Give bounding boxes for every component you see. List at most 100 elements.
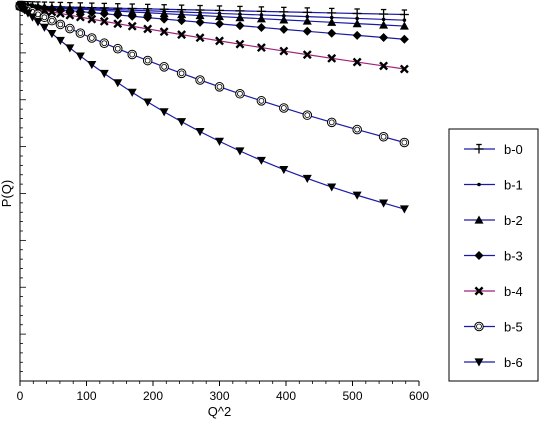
- data-point-b-2: [195, 11, 205, 20]
- legend-item-b-5: b-5: [464, 320, 523, 335]
- data-point-b-5: [399, 137, 410, 148]
- data-point-b-4: [47, 7, 57, 17]
- legend-marker: [474, 215, 484, 224]
- legend-label: b-3: [504, 249, 523, 264]
- data-point-b-4: [87, 14, 97, 24]
- data-point-b-5: [256, 96, 267, 106]
- data-point-b-4: [127, 21, 137, 31]
- series-b-6: [15, 2, 409, 214]
- data-point-b-6: [177, 118, 187, 127]
- data-point-b-3: [177, 16, 187, 26]
- data-point-b-5: [195, 75, 205, 85]
- data-point-b-5: [279, 103, 289, 113]
- data-point-b-6: [39, 23, 49, 32]
- data-point-b-5: [127, 49, 137, 60]
- data-point-b-6: [143, 98, 153, 107]
- data-point-b-4: [215, 36, 224, 46]
- x-tick-label: 100: [76, 389, 96, 403]
- data-point-b-4: [379, 61, 389, 71]
- data-point-b-3: [279, 24, 289, 34]
- data-point-b-6: [379, 199, 389, 208]
- series-line-b-5: [19, 5, 405, 144]
- axes: 0 100 200 300 400 500 600: [17, 5, 429, 403]
- data-point-b-4: [143, 24, 153, 34]
- data-point-b-1: [402, 18, 407, 22]
- data-point-b-5: [112, 43, 123, 54]
- legend-label: b-4: [504, 284, 523, 299]
- data-point-b-2: [235, 13, 245, 22]
- data-point-b-5: [75, 28, 86, 38]
- x-axis-label: Q^2: [208, 404, 231, 419]
- data-point-b-1: [381, 17, 386, 22]
- data-point-b-4: [55, 9, 65, 18]
- data-point-b-5: [99, 38, 110, 48]
- data-point-b-5: [378, 131, 389, 142]
- data-point-b-2: [143, 8, 153, 17]
- data-point-b-6: [65, 44, 75, 53]
- data-point-b-6: [87, 60, 97, 70]
- x-tick-label: 400: [276, 389, 296, 403]
- data-point-b-5: [235, 89, 245, 99]
- data-point-b-4: [352, 57, 362, 67]
- data-point-b-5: [214, 82, 225, 92]
- y-axis-label: P(Q): [0, 180, 14, 207]
- data-point-b-6: [235, 147, 245, 156]
- data-point-b-0: [352, 8, 362, 18]
- data-point-b-6: [159, 108, 169, 117]
- data-point-b-2: [302, 16, 312, 25]
- x-tick-label: 300: [209, 389, 229, 403]
- data-point-b-1: [355, 16, 359, 21]
- data-point-b-6: [256, 156, 266, 165]
- data-point-b-4: [327, 53, 337, 63]
- data-point-b-4: [279, 46, 289, 56]
- data-point-b-6: [99, 69, 109, 79]
- data-point-b-6: [27, 13, 37, 22]
- legend-marker: [474, 286, 484, 296]
- data-point-b-2: [177, 10, 187, 19]
- data-point-b-5: [55, 19, 66, 30]
- data-point-b-6: [47, 29, 57, 39]
- x-tick-label: 500: [342, 389, 362, 403]
- data-point-b-1: [329, 15, 334, 20]
- data-point-b-6: [399, 205, 409, 214]
- data-point-b-4: [256, 43, 266, 53]
- legend-item-b-1: b-1: [464, 178, 523, 193]
- data-point-b-2: [256, 14, 266, 23]
- data-point-b-4: [159, 27, 169, 37]
- data-point-b-2: [159, 9, 169, 18]
- data-point-b-0: [399, 9, 409, 20]
- data-point-b-4: [302, 50, 312, 60]
- data-point-b-3: [399, 34, 409, 44]
- data-point-b-5: [326, 117, 337, 128]
- data-point-b-6: [127, 88, 137, 97]
- legend: b-0 b-1 b-2 b-3 b-4 b-5 b-6: [448, 128, 539, 382]
- legend-item-b-6: b-6: [464, 355, 523, 370]
- data-point-b-2: [379, 20, 389, 29]
- data-point-b-4: [177, 30, 187, 40]
- data-point-b-4: [399, 64, 409, 74]
- x-tick-label: 0: [17, 389, 24, 403]
- data-point-b-4: [235, 39, 245, 49]
- data-point-b-5: [65, 23, 75, 34]
- data-point-b-5: [87, 33, 97, 43]
- legend-marker: [474, 143, 484, 154]
- data-point-b-4: [195, 33, 205, 43]
- data-point-b-3: [195, 17, 205, 27]
- data-point-b-2: [215, 12, 224, 21]
- data-point-b-0: [379, 8, 389, 19]
- data-point-b-6: [302, 174, 312, 183]
- data-point-b-6: [75, 52, 85, 61]
- legend-item-b-3: b-3: [464, 249, 523, 264]
- legend-label: b-2: [504, 213, 523, 228]
- data-point-b-5: [176, 68, 187, 79]
- data-point-b-3: [379, 33, 389, 43]
- data-point-b-6: [23, 9, 33, 18]
- data-point-b-6: [33, 18, 43, 27]
- data-point-b-2: [352, 19, 362, 28]
- data-point-b-3: [235, 21, 245, 31]
- legend-item-b-4: b-4: [464, 284, 523, 299]
- data-point-b-6: [279, 166, 289, 175]
- legend-label: b-5: [504, 320, 523, 335]
- data-point-b-2: [279, 15, 289, 24]
